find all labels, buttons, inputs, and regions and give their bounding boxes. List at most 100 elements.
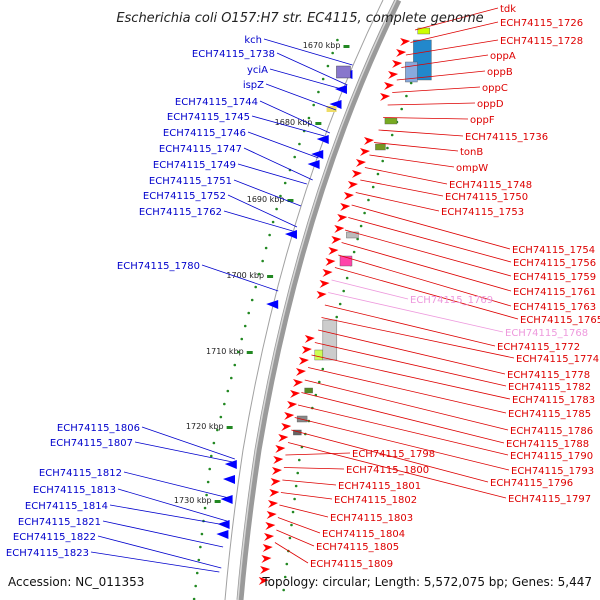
right-gene-label[interactable]: ECH74115_1750 <box>445 192 528 203</box>
right-gene-label[interactable]: ECH74115_1761 <box>513 287 596 298</box>
right-connector <box>344 229 512 277</box>
left-gene-label[interactable]: ECH74115_1744 <box>175 97 258 108</box>
right-gene-label[interactable]: ECH74115_1756 <box>513 258 596 269</box>
left-gene-label[interactable]: yciA <box>247 65 268 76</box>
right-gene-label[interactable]: ECH74115_1736 <box>465 132 548 143</box>
left-gene-label[interactable]: ECH74115_1813 <box>33 485 116 496</box>
grid-dot <box>342 289 345 293</box>
gene-arrow-forward <box>304 335 315 343</box>
right-gene-label[interactable]: ECH74115_1763 <box>513 302 596 313</box>
left-gene-label[interactable]: ECH74115_1747 <box>159 144 242 155</box>
gene-arrow-forward <box>384 82 395 90</box>
gene-arrow-forward <box>328 247 339 255</box>
right-gene-label[interactable]: ECH74115_1788 <box>506 439 589 450</box>
left-gene-label[interactable]: ECH74115_1821 <box>18 517 101 528</box>
right-gene-label[interactable]: ompW <box>456 163 488 174</box>
right-gene-label[interactable]: ECH74115_1748 <box>449 180 532 191</box>
right-gene-label[interactable]: ECH74115_1772 <box>497 342 580 353</box>
right-gene-label[interactable]: ECH74115_1782 <box>508 382 591 393</box>
left-connector <box>259 100 331 134</box>
topology-label: Topology: circular; Length: 5,572,075 bp… <box>261 575 592 589</box>
gene-box <box>326 106 337 112</box>
gene-arrow-reverse <box>316 135 329 144</box>
gene-features <box>216 27 432 585</box>
right-gene-label[interactable]: ECH74115_1783 <box>512 395 595 406</box>
grid-dot <box>381 159 384 163</box>
right-gene-label[interactable]: ECH74115_1796 <box>490 478 573 489</box>
grid-dot <box>285 562 289 566</box>
left-gene-label[interactable]: ECH74115_1746 <box>163 128 246 139</box>
right-gene-label[interactable]: ECH74115_1805 <box>316 542 399 553</box>
gene-arrow-forward <box>273 456 284 464</box>
right-gene-label[interactable]: ECH74115_1798 <box>352 449 435 460</box>
right-gene-label[interactable]: ECH74115_1728 <box>500 36 583 47</box>
right-connector <box>355 192 440 212</box>
grid-dot <box>250 298 254 302</box>
left-gene-label[interactable]: ECH74115_1807 <box>50 438 133 449</box>
right-gene-label[interactable]: ECH74115_1768 <box>505 328 588 339</box>
right-gene-label[interactable]: ECH74115_1804 <box>322 529 405 540</box>
right-gene-label[interactable]: ECH74115_1759 <box>513 272 596 283</box>
right-gene-label[interactable]: ECH74115_1753 <box>441 207 524 218</box>
left-gene-label[interactable]: ECH74115_1738 <box>192 49 275 60</box>
gene-arrow-forward <box>334 225 345 233</box>
right-gene-label[interactable]: ECH74115_1797 <box>508 494 591 505</box>
left-connector <box>102 520 224 548</box>
left-gene-label[interactable]: ECH74115_1812 <box>39 468 122 479</box>
left-connector <box>223 210 293 232</box>
right-connector <box>279 504 329 518</box>
grid-dot <box>247 311 251 315</box>
gene-arrow-forward <box>290 390 301 398</box>
left-gene-label[interactable]: ECH74115_1806 <box>57 423 140 434</box>
right-gene-label[interactable]: ECH74115_1809 <box>310 559 393 570</box>
left-connector <box>237 163 307 185</box>
right-gene-label[interactable]: ECH74115_1769 <box>410 295 493 306</box>
gene-arrow-forward <box>269 489 280 497</box>
left-gene-label[interactable]: ECH74115_1752 <box>143 191 226 202</box>
grid-dot <box>209 454 213 458</box>
left-gene-label[interactable]: ECH74115_1814 <box>25 501 108 512</box>
left-gene-label[interactable]: ECH74115_1749 <box>153 160 236 171</box>
right-gene-label[interactable]: ECH74115_1802 <box>334 495 417 506</box>
right-gene-label[interactable]: ECH74115_1786 <box>510 426 593 437</box>
right-gene-label[interactable]: tonB <box>460 147 483 158</box>
right-gene-label[interactable]: oppA <box>490 51 516 62</box>
grid-dot <box>219 415 223 419</box>
left-gene-label[interactable]: ECH74115_1780 <box>117 261 200 272</box>
right-gene-label[interactable]: ECH74115_1800 <box>346 465 429 476</box>
scale-tick-mark <box>287 199 294 202</box>
left-gene-label[interactable]: ECH74115_1745 <box>167 112 250 123</box>
right-gene-label[interactable]: oppB <box>487 67 513 78</box>
grid-dot <box>212 441 216 445</box>
grid-dot <box>192 597 196 600</box>
right-gene-label[interactable]: ECH74115_1790 <box>510 451 593 462</box>
left-gene-label[interactable]: ECH74115_1823 <box>6 548 89 559</box>
left-gene-label[interactable]: kch <box>244 35 262 46</box>
right-gene-label[interactable]: ECH74115_1774 <box>516 354 599 365</box>
grid-dot <box>409 81 413 85</box>
left-gene-label[interactable]: ispZ <box>243 80 264 91</box>
right-gene-label[interactable]: tdk <box>500 4 516 15</box>
gene-box <box>304 387 313 394</box>
right-gene-label[interactable]: ECH74115_1801 <box>338 481 421 492</box>
grid-dot <box>290 523 293 527</box>
right-gene-label[interactable]: ECH74115_1726 <box>500 18 583 29</box>
right-connector <box>318 329 506 375</box>
accession-label: Accession: NC_011353 <box>8 575 144 589</box>
right-connector <box>285 452 351 456</box>
right-gene-label[interactable]: ECH74115_1778 <box>507 370 590 381</box>
left-gene-label[interactable]: ECH74115_1822 <box>13 532 96 543</box>
left-gene-label[interactable]: ECH74115_1751 <box>149 176 232 187</box>
grid-dot <box>288 536 292 540</box>
gene-arrow-forward <box>322 269 333 277</box>
right-gene-label[interactable]: oppF <box>470 115 495 126</box>
right-gene-label[interactable]: ECH74115_1803 <box>330 513 413 524</box>
right-gene-label[interactable]: oppD <box>477 99 504 110</box>
left-gene-label[interactable]: ECH74115_1762 <box>139 207 222 218</box>
right-gene-label[interactable]: ECH74115_1754 <box>512 245 595 256</box>
right-gene-label[interactable]: oppC <box>482 83 508 94</box>
right-gene-label[interactable]: ECH74115_1793 <box>511 466 594 477</box>
left-connector <box>134 441 233 463</box>
right-gene-label[interactable]: ECH74115_1785 <box>508 409 591 420</box>
right-gene-label[interactable]: ECH74115_1765 <box>520 315 600 326</box>
